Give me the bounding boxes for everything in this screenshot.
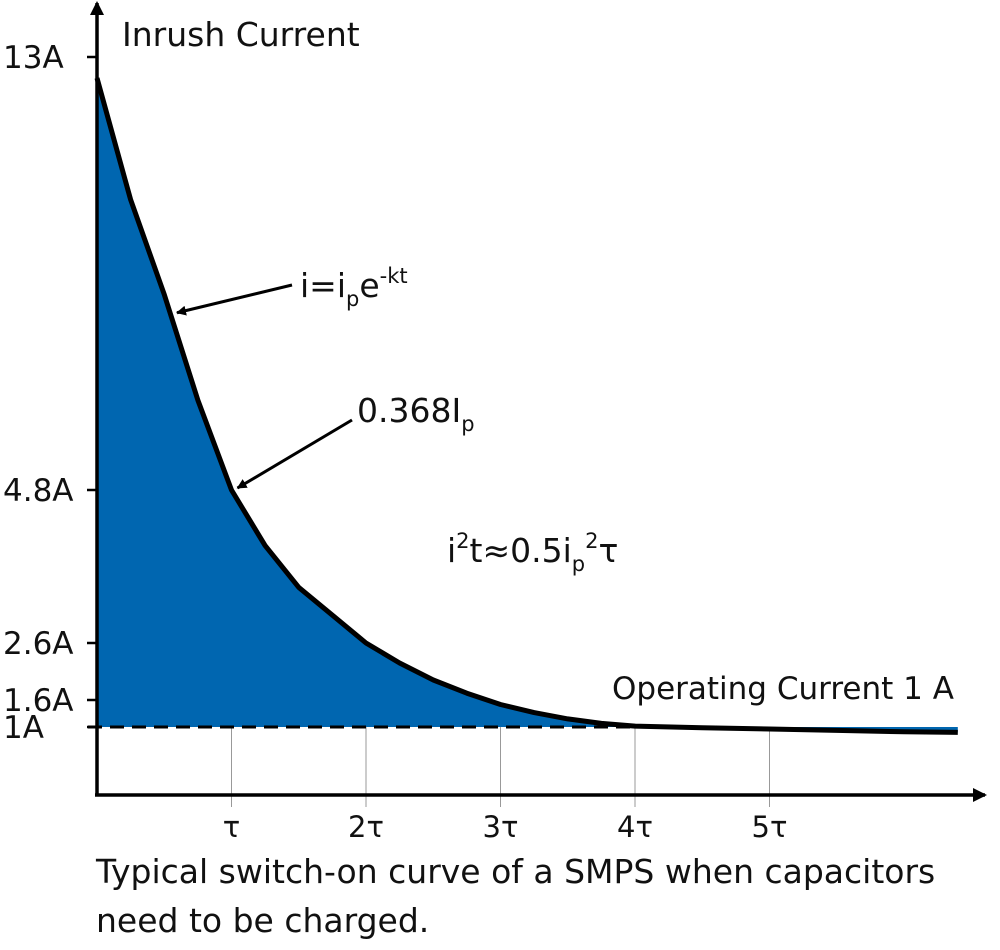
y-tick-label: 4.8A [3,473,74,509]
x-ticks: τ 2τ 3τ 4τ 5τ [223,810,788,844]
x-tick-label: 3τ [483,810,519,844]
x-tick-label: 4τ [617,810,653,844]
x-tick-label: τ [223,810,240,844]
formula-point-arrow [236,418,353,490]
x-tick-label: 5τ [752,810,788,844]
x-tick-label: 2τ [348,810,384,844]
operating-current-label: Operating Current 1 A [612,671,954,707]
formula-curve-arrow [176,283,293,316]
formula-point-label: 0.368Ip [357,391,475,436]
y-tick-label: 2.6A [3,626,74,662]
y-tick-label: 1.6A [3,683,74,719]
inrush-curve-line [94,77,958,735]
caption-line-2: need to be charged. [96,901,429,940]
inrush-area-fill [97,78,958,733]
formula-energy-label: i2t≈0.5ip2τ [447,529,618,576]
caption-line-1: Typical switch-on curve of a SMPS when c… [95,852,935,891]
y-tick-label: 1A [3,710,44,746]
y-tick-label: 13A [3,40,64,76]
formula-curve-label: i=ipe-kt [300,264,408,311]
y-axis-label: Inrush Current [122,15,360,54]
